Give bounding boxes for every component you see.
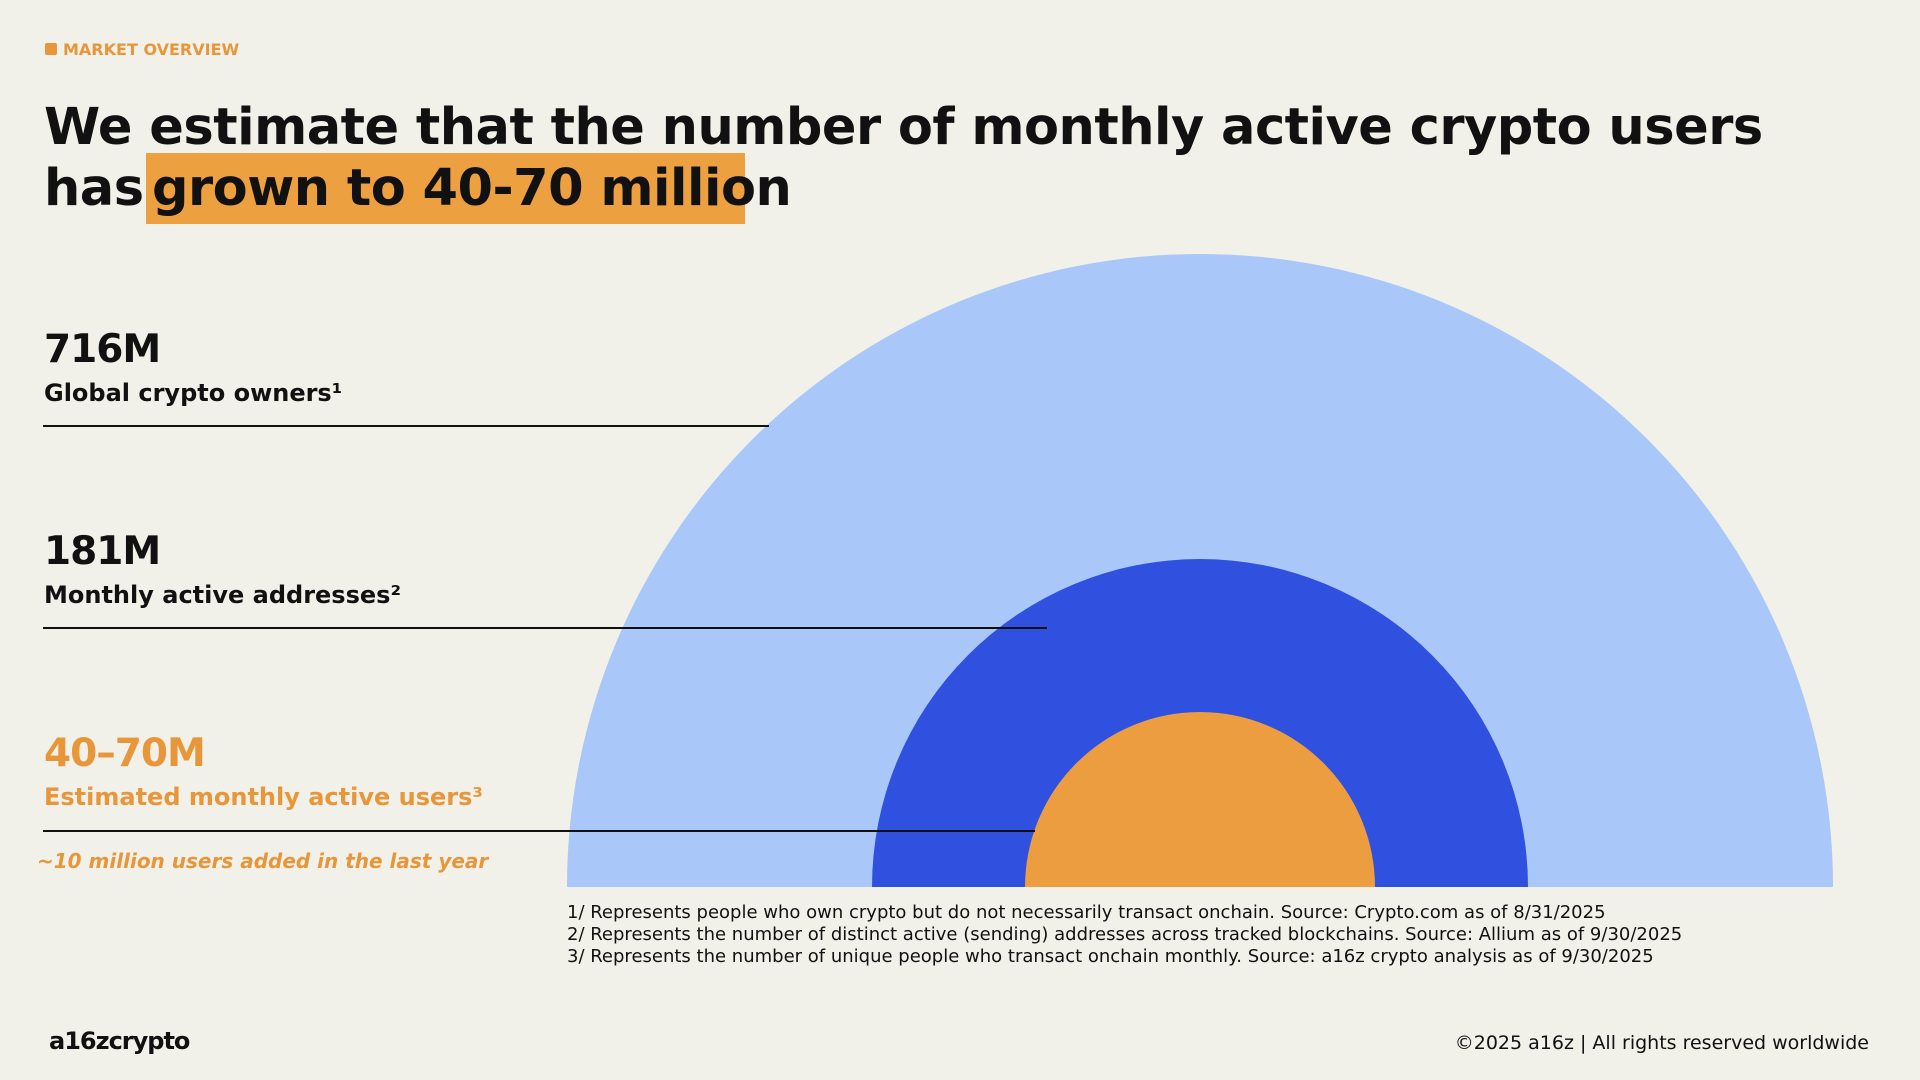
metric-label: Estimated monthly active users³ [44, 783, 483, 811]
title: has [44, 159, 144, 218]
users-arc [1025, 712, 1375, 887]
title-highlight-bg [146, 153, 745, 224]
note: ~10 million users added in the last year [37, 849, 489, 873]
metric-value: 716M [44, 327, 160, 372]
copyright: ©2025 a16z | All rights reserved worldwi… [1455, 1032, 1869, 1054]
tag-icon [45, 43, 57, 55]
title-highlight: grown to 40-70 million [152, 159, 791, 218]
title: We estimate that the number of monthly a… [44, 98, 1763, 157]
metric-label: Global crypto owners¹ [44, 379, 342, 407]
metric-label: Monthly active addresses² [44, 581, 401, 609]
footnote: 3/ Represents the number of unique peopl… [567, 946, 1654, 967]
footnote: 2/ Represents the number of distinct act… [567, 924, 1682, 945]
footnote: 1/ Represents people who own crypto but … [567, 902, 1606, 923]
metric-value: 181M [44, 529, 160, 574]
logo: a16zcrypto [49, 1027, 190, 1055]
tag: MARKET OVERVIEW [63, 40, 240, 59]
metric-value: 40–70M [44, 731, 205, 776]
